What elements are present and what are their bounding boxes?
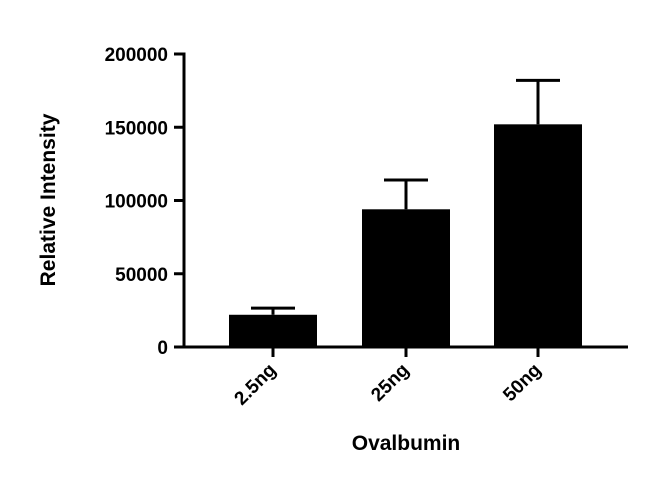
y-tick-label: 50000 (115, 265, 168, 286)
error-bars-group (251, 78, 560, 315)
y-tick-label: 200000 (105, 45, 168, 66)
y-tick-label: 150000 (105, 118, 168, 139)
bar-25ng (362, 209, 450, 347)
bar-50ng (494, 124, 582, 347)
y-axis-title: Relative Intensity (37, 113, 60, 286)
x-axis-title: Ovalbumin (352, 432, 461, 455)
x-axis-ticks: 2.5ng 25ng 50ng (231, 347, 546, 410)
bar-2.5ng (229, 314, 317, 347)
x-tick-label: 2.5ng (231, 360, 281, 410)
y-tick-label: 0 (157, 338, 168, 359)
y-axis-ticks: 0 50000 100000 150000 200000 (105, 45, 184, 359)
x-tick-label: 50ng (499, 360, 545, 406)
bars-group (229, 124, 582, 347)
y-tick-label: 100000 (105, 192, 168, 213)
x-tick-label: 25ng (367, 360, 413, 406)
